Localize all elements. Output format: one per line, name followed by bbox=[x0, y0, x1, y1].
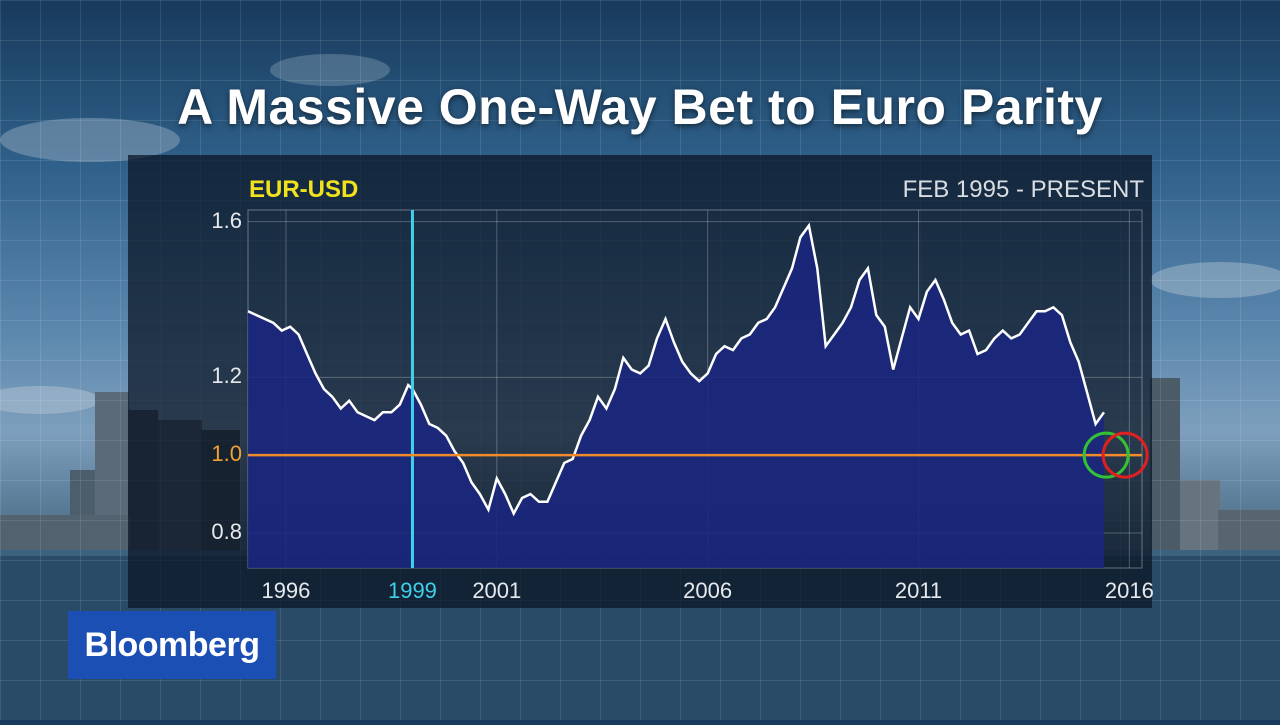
x-tick-label: 2011 bbox=[894, 578, 943, 603]
marker-green-circle bbox=[1082, 431, 1130, 479]
x-tick-label: 2001 bbox=[472, 578, 522, 603]
date-range-label: FEB 1995 - PRESENT bbox=[902, 176, 1144, 203]
bloomberg-logo: Bloomberg bbox=[68, 611, 276, 679]
x-tick-label: 2006 bbox=[683, 578, 733, 603]
x-tick-label-event: 1999 bbox=[387, 578, 437, 603]
y-tick-label-parity: 1.0 bbox=[211, 441, 242, 467]
x-tick-label: 1996 bbox=[261, 578, 311, 603]
y-tick-label: 1.6 bbox=[211, 207, 242, 233]
series-line bbox=[247, 222, 1106, 517]
x-tick-label: 2016 bbox=[1104, 578, 1154, 603]
marker-red-circle bbox=[1101, 431, 1149, 479]
series-area-fill bbox=[248, 225, 1104, 568]
y-tick-label: 1.2 bbox=[211, 363, 242, 389]
headline: A Massive One-Way Bet to Euro Parity bbox=[177, 79, 1103, 135]
y-tick-label: 0.8 bbox=[211, 518, 242, 544]
series-label: EUR-USD bbox=[249, 176, 359, 203]
